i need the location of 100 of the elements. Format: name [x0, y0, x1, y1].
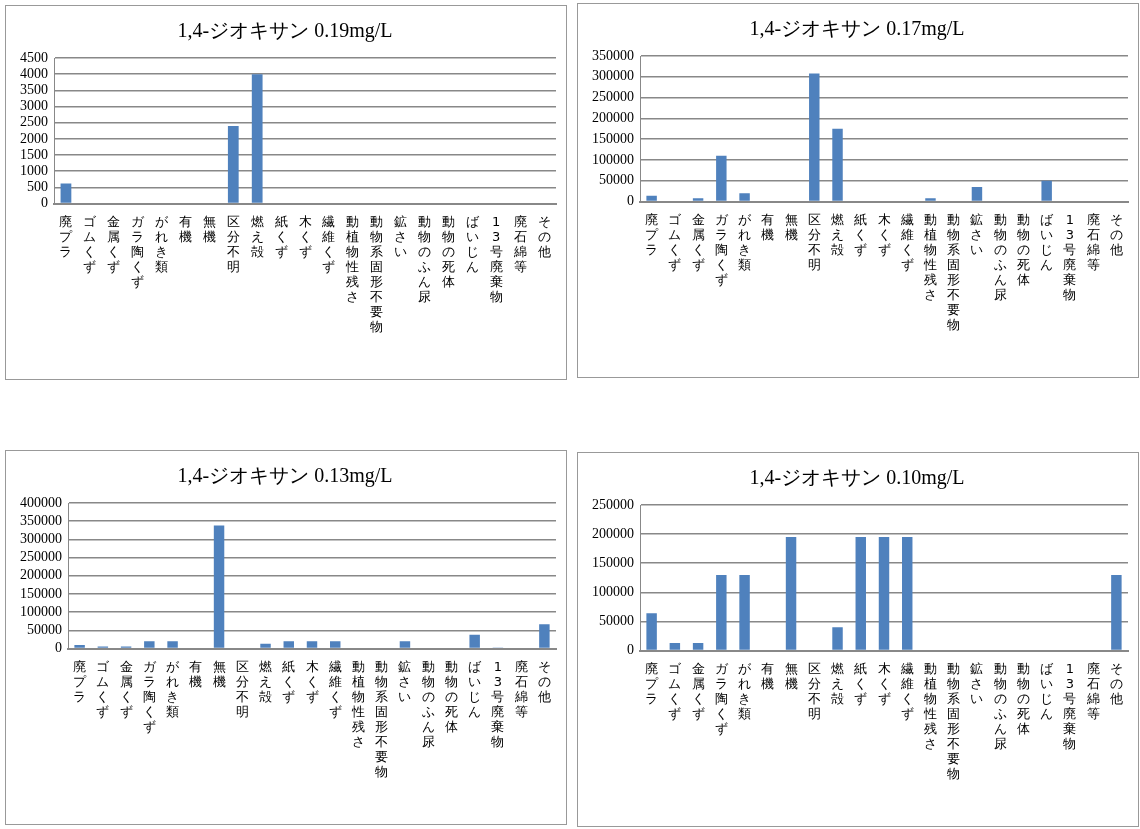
bar	[785, 537, 797, 650]
x-tick-label: 金属くず	[690, 660, 706, 721]
x-tick-label: 動物の死体	[440, 213, 456, 289]
x-tick-label: 動植物性残さ	[345, 213, 361, 304]
x-tick-label: 動物の死体	[1015, 211, 1031, 287]
x-tick-label: 廃プラ	[72, 658, 88, 704]
x-tick-label: 区分不明	[806, 211, 822, 272]
bar	[646, 613, 657, 650]
y-tick-label: 2500	[20, 114, 48, 130]
x-tick-label: 動物のふん尿	[992, 660, 1008, 751]
y-tick-label: 4000	[20, 65, 48, 81]
x-tick-label: 無機	[211, 658, 227, 689]
y-tick-label: 50000	[599, 172, 634, 188]
x-tick-label: 有機	[188, 658, 204, 689]
bar	[1111, 574, 1122, 650]
x-tick-label: 動物系固形不要物	[946, 660, 962, 781]
bar	[925, 198, 936, 201]
x-tick-label: 動物系固形不要物	[369, 213, 385, 334]
chart-title: 1,4-ジオキサン 0.10mg/L	[749, 466, 965, 490]
x-tick-label: 鉱さい	[397, 658, 413, 704]
x-tick-label: 繊維くず	[327, 658, 343, 719]
x-tick-label: 動物のふん尿	[417, 213, 432, 304]
x-tick-label: ばいじん	[1039, 211, 1055, 272]
y-tick-label: 3000	[20, 98, 48, 114]
bar	[330, 641, 341, 648]
x-tick-label: 13号廃棄物	[1062, 660, 1078, 751]
x-tick-label: 13号廃棄物	[490, 658, 506, 749]
x-tick-label: 動物のふん尿	[992, 211, 1008, 302]
x-tick-label: 紙くず	[281, 658, 297, 704]
x-tick-label: ゴムくず	[95, 658, 111, 719]
x-tick-label: 13号廃棄物	[1062, 211, 1078, 302]
x-tick-label: 動物の死体	[1015, 660, 1031, 736]
y-tick-label: 0	[627, 642, 634, 658]
bar	[832, 128, 843, 201]
bar	[74, 644, 85, 648]
bar	[716, 155, 727, 201]
bar	[1041, 180, 1052, 201]
bar	[739, 193, 750, 201]
y-tick-label: 250000	[592, 496, 634, 512]
bar	[227, 125, 239, 203]
bar	[260, 643, 271, 648]
y-tick-label: 200000	[592, 110, 634, 126]
x-tick-label: 木くず	[876, 211, 892, 257]
x-tick-label: 金属くず	[118, 658, 134, 719]
y-tick-label: 250000	[592, 89, 634, 105]
x-tick-label: 区分不明	[234, 658, 250, 719]
x-tick-label: 13号廃棄物	[488, 213, 504, 304]
x-tick-label: 動植物性残さ	[350, 658, 366, 749]
x-tick-label: ゴムくず	[667, 660, 683, 721]
x-tick-label: 木くず	[304, 658, 320, 704]
y-tick-label: 0	[55, 640, 62, 656]
x-tick-label: 有機	[760, 211, 776, 242]
x-tick-label: 有機	[760, 660, 776, 691]
y-tick-label: 350000	[20, 512, 62, 528]
x-tick-label: 無機	[201, 213, 217, 244]
x-tick-label: 木くず	[297, 213, 313, 259]
y-tick-label: 100000	[20, 603, 62, 619]
y-tick-label: 50000	[27, 622, 62, 638]
x-tick-label: 無機	[783, 660, 799, 691]
x-tick-label: 廃プラ	[644, 211, 660, 257]
bar	[669, 643, 681, 650]
y-tick-label: 100000	[592, 151, 634, 167]
bar	[167, 641, 178, 648]
y-tick-label: 2000	[20, 130, 48, 146]
y-tick-label: 150000	[592, 554, 634, 570]
x-tick-label: 廃石綿等	[512, 213, 528, 274]
x-tick-label: 鉱さい	[393, 213, 409, 259]
y-tick-label: 150000	[592, 130, 634, 146]
y-tick-label: 300000	[20, 531, 62, 547]
chart-title: 1,4-ジオキサン 0.13mg/L	[177, 464, 393, 488]
y-tick-label: 1500	[20, 146, 48, 162]
x-tick-label: 区分不明	[225, 213, 241, 274]
x-tick-label: がれき類	[737, 211, 753, 272]
x-tick-label: 紙くず	[853, 660, 869, 706]
x-tick-label: 動植物性残さ	[922, 211, 938, 302]
x-tick-label: がれき類	[737, 660, 753, 721]
x-tick-label: 燃え殻	[258, 658, 273, 704]
x-tick-label: 燃え殻	[830, 211, 845, 257]
x-tick-label: その他	[1108, 660, 1124, 706]
x-tick-label: 動植物性残さ	[922, 660, 938, 751]
bar	[213, 525, 225, 648]
x-tick-label: ばいじん	[1039, 660, 1055, 721]
bar	[251, 74, 263, 203]
x-tick-label: ガラ陶くず	[713, 211, 729, 287]
bar	[646, 195, 657, 201]
y-tick-label: 4500	[20, 49, 48, 65]
y-tick-label: 50000	[599, 613, 634, 629]
bar	[306, 641, 318, 648]
y-tick-label: 500	[27, 179, 48, 195]
x-tick-label: がれき類	[165, 658, 181, 719]
chart-title: 1,4-ジオキサン 0.19mg/L	[177, 19, 393, 43]
bar	[716, 574, 727, 650]
x-tick-label: その他	[536, 213, 552, 259]
x-tick-label: 無機	[783, 211, 799, 242]
x-tick-label: ガラ陶くず	[713, 660, 729, 736]
x-tick-label: 廃石綿等	[1085, 211, 1101, 272]
bar	[832, 627, 843, 650]
x-tick-label: 繊維くず	[321, 213, 337, 274]
bar	[469, 634, 480, 648]
x-tick-label: 繊維くず	[899, 211, 915, 272]
